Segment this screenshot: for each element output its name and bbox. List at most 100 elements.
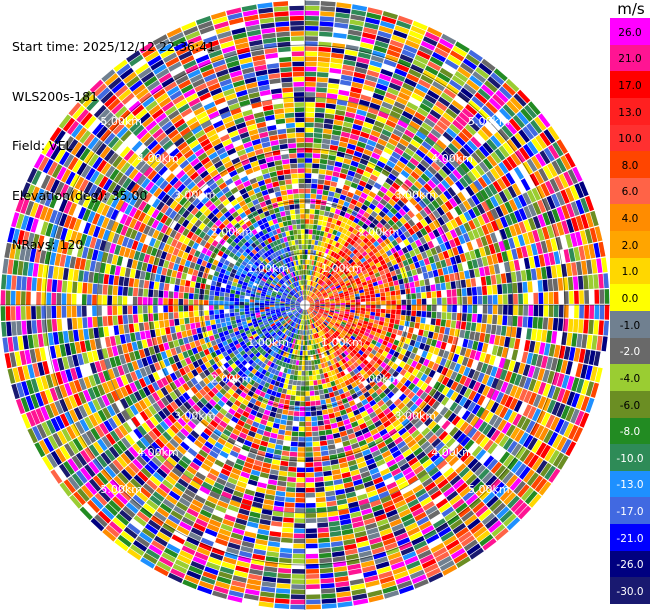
gate-cell	[299, 355, 303, 361]
gate-cell	[428, 538, 442, 549]
gate-cell	[344, 279, 350, 285]
gate-cell	[362, 373, 370, 380]
gate-cell	[406, 400, 415, 409]
gate-cell	[406, 244, 413, 252]
gate-cell	[323, 351, 328, 357]
gate-cell	[487, 295, 493, 305]
gate-cell	[397, 402, 406, 410]
gate-cell	[360, 310, 366, 315]
gate-cell	[380, 20, 395, 30]
gate-cell	[475, 112, 488, 125]
gate-cell	[355, 251, 361, 258]
gate-cell	[288, 379, 294, 385]
gate-cell	[326, 280, 331, 285]
gate-cell	[324, 277, 329, 283]
gate-cell	[571, 262, 578, 276]
gate-cell	[527, 203, 537, 217]
gate-cell	[556, 436, 568, 452]
gate-cell	[473, 179, 484, 191]
gate-cell	[319, 298, 324, 301]
gate-cell	[317, 61, 330, 68]
gate-cell	[369, 399, 377, 407]
gate-cell	[406, 73, 420, 83]
gate-cell	[317, 313, 322, 317]
gate-cell	[440, 203, 450, 214]
gate-cell	[421, 265, 427, 273]
gate-cell	[315, 235, 320, 241]
gate-cell	[388, 235, 395, 242]
gate-cell	[580, 364, 588, 379]
gate-cell	[328, 413, 336, 419]
gate-cell	[324, 393, 330, 399]
gate-cell	[363, 284, 369, 289]
gate-cell	[350, 335, 356, 341]
gate-cell	[555, 157, 567, 173]
gate-cell	[281, 532, 293, 538]
gate-cell	[318, 279, 323, 285]
gate-cell	[384, 257, 391, 264]
gate-cell	[305, 259, 308, 265]
gate-cell	[503, 437, 514, 451]
gate-cell	[365, 144, 375, 152]
gate-cell	[553, 291, 559, 304]
gate-cell	[388, 44, 403, 54]
gate-cell	[502, 471, 514, 485]
gate-cell	[319, 318, 324, 323]
gate-cell	[552, 142, 564, 157]
gate-cell	[336, 276, 342, 281]
gate-cell	[432, 332, 439, 340]
gate-cell	[330, 335, 336, 340]
gate-cell	[603, 273, 609, 289]
gate-cell	[441, 386, 450, 396]
gate-cell	[332, 556, 346, 563]
gate-cell	[423, 358, 430, 367]
gate-cell	[319, 262, 324, 268]
gate-cell	[411, 92, 424, 102]
gate-cell	[517, 89, 531, 104]
gate-cell	[553, 344, 561, 358]
gate-cell	[332, 129, 342, 136]
gate-cell	[373, 45, 387, 54]
gate-cell	[472, 71, 487, 84]
gate-cell	[402, 204, 410, 213]
gate-cell	[400, 254, 407, 262]
gate-cell	[314, 214, 319, 220]
gate-cell	[339, 325, 345, 330]
gate-cell	[311, 287, 315, 292]
gate-cell	[318, 296, 323, 299]
gate-cell	[297, 462, 305, 468]
gate-cell	[548, 468, 561, 483]
gate-cell	[391, 231, 399, 239]
gate-cell	[291, 431, 299, 437]
gate-cell	[312, 311, 317, 315]
gate-cell	[477, 342, 484, 352]
gate-cell	[411, 293, 417, 299]
gate-cell	[320, 399, 326, 405]
gate-cell	[316, 245, 321, 251]
gate-cell	[336, 231, 342, 237]
gate-cell	[543, 129, 556, 144]
gate-cell	[464, 251, 472, 261]
gate-cell	[379, 428, 388, 437]
gate-cell	[452, 429, 463, 441]
gate-cell	[366, 257, 373, 264]
gate-cell	[497, 284, 503, 295]
gate-cell	[267, 416, 275, 423]
gate-cell	[572, 166, 583, 182]
gate-cell	[334, 283, 340, 288]
gate-cell	[336, 286, 342, 291]
gate-cell	[358, 196, 366, 204]
gate-cell	[360, 301, 366, 305]
gate-cell	[312, 436, 320, 442]
gate-cell	[579, 305, 584, 319]
gate-cell	[398, 427, 407, 436]
gate-cell	[402, 448, 413, 458]
gate-cell	[419, 473, 431, 484]
gate-cell	[399, 156, 409, 165]
gate-cell	[307, 290, 310, 296]
gate-cell	[530, 422, 540, 436]
gate-cell	[518, 402, 528, 415]
gate-cell	[312, 311, 317, 315]
gate-cell	[366, 69, 380, 78]
gate-cell	[430, 262, 437, 271]
